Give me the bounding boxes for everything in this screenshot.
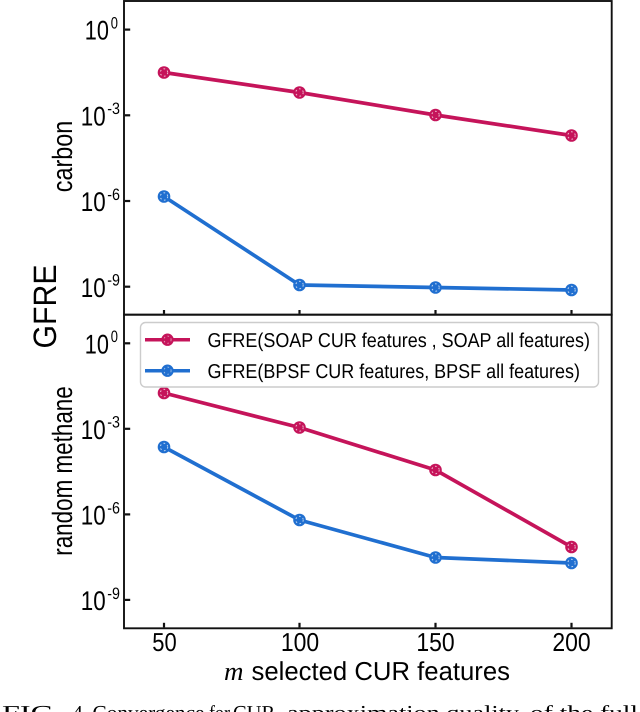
svg-text:CUR: CUR <box>233 703 275 712</box>
svg-text:50: 50 <box>152 627 176 657</box>
svg-text:10: 10 <box>81 187 106 217</box>
svg-text:100: 100 <box>281 627 319 657</box>
svg-text:10: 10 <box>81 101 106 131</box>
svg-text:-3: -3 <box>107 100 120 118</box>
svg-text:GFRE: GFRE <box>27 265 63 349</box>
svg-text:10: 10 <box>81 273 106 303</box>
svg-text:150: 150 <box>416 627 454 657</box>
svg-text:10: 10 <box>81 415 106 445</box>
svg-text:-6: -6 <box>107 186 120 204</box>
svg-text:m: m <box>224 657 244 686</box>
svg-text:4: 4 <box>73 703 83 712</box>
svg-text:-9: -9 <box>107 585 120 603</box>
svg-text:for: for <box>209 703 230 712</box>
svg-text:0: 0 <box>111 15 118 33</box>
svg-text:10: 10 <box>85 16 109 46</box>
svg-text:10: 10 <box>85 329 109 359</box>
svg-text:10: 10 <box>81 586 106 616</box>
svg-text:10: 10 <box>81 501 106 531</box>
svg-text:200: 200 <box>552 627 590 657</box>
svg-text:0: 0 <box>111 328 118 346</box>
svg-text:GFRE(SOAP CUR features , SOAP: GFRE(SOAP CUR features , SOAP all featur… <box>208 330 591 352</box>
svg-text:FIG.: FIG. <box>2 703 62 712</box>
svg-text:approximation quality: approximation quality <box>287 703 520 712</box>
svg-text:of the full: of the full <box>530 703 638 712</box>
svg-text:Convergence: Convergence <box>93 703 205 712</box>
svg-text:-9: -9 <box>107 272 120 290</box>
svg-text:-6: -6 <box>107 499 120 517</box>
svg-text:selected CUR features: selected CUR features <box>252 656 511 686</box>
svg-text:carbon: carbon <box>47 121 78 193</box>
svg-text:GFRE(BPSF CUR features, BPSF a: GFRE(BPSF CUR features, BPSF all feature… <box>208 361 581 383</box>
svg-text:random methane: random methane <box>47 386 78 556</box>
svg-text:-3: -3 <box>107 414 120 432</box>
